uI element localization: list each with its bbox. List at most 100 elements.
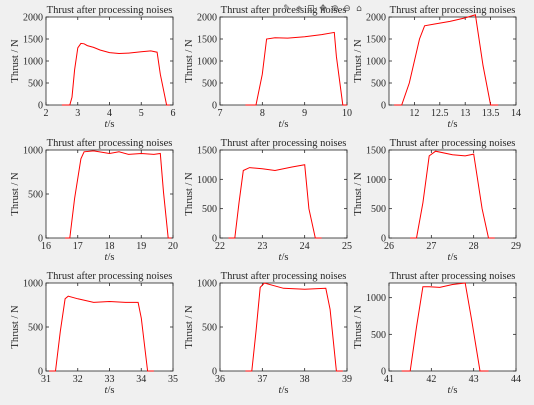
x-tick-label: 41 — [384, 374, 394, 385]
plot-area — [388, 16, 517, 106]
plot-area — [388, 149, 517, 239]
subplot-8: 36 37 38 39 0 500 1000 Thrust after processing … — [184, 271, 352, 396]
subplot-title: Thrust after processing noises — [390, 138, 516, 149]
y-tick-label: 1000 — [23, 57, 43, 68]
y-tick-label: 0 — [381, 101, 386, 112]
x-axis-label-unit: /s — [281, 119, 288, 130]
subplot-4: 16 17 18 19 20 0 500 1000 Thrust after processin… — [10, 138, 178, 263]
x-tick-label: 7 — [218, 108, 223, 119]
axes-toolbar[interactable]: ✎ ⌖ ⊡ ✥ ⊕ ⊖ ⌂ — [282, 4, 364, 14]
x-axis-label-unit: /s — [107, 252, 114, 263]
zoom-out-icon[interactable]: ⊖ — [343, 4, 351, 14]
subplot-6: 26 27 28 29 0 500 1000 1500 Thrust after process… — [353, 138, 521, 263]
subplot-7: 31 32 33 34 35 0 500 1000 Thrust after processin… — [10, 271, 178, 396]
thrust-line — [394, 14, 499, 106]
x-tick-label: 17 — [73, 241, 83, 252]
y-tick-label: 0 — [38, 367, 43, 378]
x-tick-label: 22 — [215, 241, 225, 252]
x-axis-label: t/s — [279, 119, 289, 130]
x-tick-label: 25 — [342, 241, 352, 252]
subplot-5: 22 23 24 25 0 500 1000 1500 Thrust after process… — [184, 138, 352, 263]
subplot-title: Thrust after processing noises — [221, 271, 347, 282]
x-tick-label: 28 — [469, 241, 479, 252]
y-tick-label: 1500 — [197, 35, 217, 46]
x-axis-label-var: t — [448, 252, 452, 263]
x-tick-label: 43 — [469, 374, 479, 385]
x-tick-label: 12.5 — [431, 108, 449, 119]
plot-area — [219, 16, 348, 106]
y-tick-label: 500 — [28, 79, 43, 90]
subplot-3: 12 12.5 13 13.5 14 0 500 1000 1500 2000 Thrust aft… — [353, 5, 521, 130]
pan-icon[interactable]: ✥ — [319, 4, 327, 14]
y-tick-label: 0 — [381, 234, 386, 245]
y-tick-label: 2000 — [23, 13, 43, 24]
thrust-line — [61, 42, 170, 106]
x-tick-label: 32 — [73, 374, 83, 385]
x-axis-label-var: t — [448, 119, 452, 130]
zoom-in-icon[interactable]: ⊕ — [331, 4, 339, 14]
x-tick-label: 13.5 — [482, 108, 500, 119]
plot-area — [45, 149, 174, 239]
x-tick-label: 6 — [171, 108, 176, 119]
y-axis-label: Thrust / N — [184, 39, 195, 83]
x-axis-label: t/s — [105, 252, 115, 263]
thrust-line — [228, 164, 322, 239]
y-tick-label: 1000 — [197, 279, 217, 290]
x-axis-label: t/s — [279, 385, 289, 396]
subplot-9: 41 42 43 44 0 500 1000 Thrust after processing … — [353, 271, 521, 396]
thrust-line — [49, 295, 154, 372]
data-tips-icon[interactable]: ⌖ — [296, 4, 302, 14]
x-axis-label-unit: /s — [107, 119, 114, 130]
plot-area — [45, 16, 174, 106]
x-axis-label: t/s — [448, 385, 458, 396]
y-axis-label: Thrust / N — [184, 305, 195, 349]
y-tick-label: 1500 — [197, 146, 217, 157]
y-tick-label: 500 — [371, 330, 386, 341]
subplot-title: Thrust after processing noises — [221, 138, 347, 149]
y-axis-label: Thrust / N — [10, 172, 21, 216]
y-tick-label: 500 — [202, 204, 217, 215]
x-tick-label: 36 — [215, 374, 225, 385]
y-tick-label: 1000 — [366, 175, 386, 186]
y-tick-label: 1500 — [23, 35, 43, 46]
plot-area — [388, 282, 517, 372]
y-tick-label: 500 — [28, 323, 43, 334]
x-tick-label: 3 — [75, 108, 80, 119]
x-axis-label-unit: /s — [281, 252, 288, 263]
x-axis-label-var: t — [279, 119, 283, 130]
y-axis-label: Thrust / N — [353, 39, 364, 83]
save-icon[interactable]: ⊡ — [307, 4, 315, 14]
plot-area — [45, 282, 174, 372]
x-tick-label: 26 — [384, 241, 394, 252]
x-tick-label: 27 — [426, 241, 436, 252]
home-icon[interactable]: ⌂ — [356, 4, 362, 14]
x-tick-label: 31 — [41, 374, 51, 385]
y-tick-label: 0 — [381, 367, 386, 378]
x-tick-label: 2 — [44, 108, 49, 119]
x-axis-label-var: t — [105, 252, 109, 263]
subplot-1: 2 3 4 5 6 0 500 1000 1500 2000 Thrust after proces… — [10, 5, 176, 130]
x-tick-label: 5 — [139, 108, 144, 119]
y-axis-label: Thrust / N — [353, 305, 364, 349]
y-tick-label: 1000 — [197, 175, 217, 186]
x-tick-label: 35 — [168, 374, 178, 385]
subplot-title: Thrust after processing noises — [390, 5, 516, 16]
subplot-title: Thrust after processing noises — [47, 138, 173, 149]
y-tick-label: 0 — [38, 101, 43, 112]
x-axis-label: t/s — [448, 119, 458, 130]
x-tick-label: 12 — [409, 108, 419, 119]
x-axis-label-var: t — [105, 385, 109, 396]
y-tick-label: 2000 — [366, 13, 386, 24]
y-axis-label: Thrust / N — [10, 305, 21, 349]
x-tick-label: 34 — [136, 374, 146, 385]
x-axis-label-unit: /s — [281, 385, 288, 396]
x-tick-label: 37 — [257, 374, 267, 385]
y-tick-label: 1000 — [197, 57, 217, 68]
y-axis-label: Thrust / N — [184, 172, 195, 216]
brush-icon[interactable]: ✎ — [283, 4, 291, 14]
x-tick-label: 14 — [511, 108, 521, 119]
plot-area — [219, 282, 348, 372]
y-tick-label: 1000 — [23, 146, 43, 157]
x-axis-label: t/s — [448, 252, 458, 263]
